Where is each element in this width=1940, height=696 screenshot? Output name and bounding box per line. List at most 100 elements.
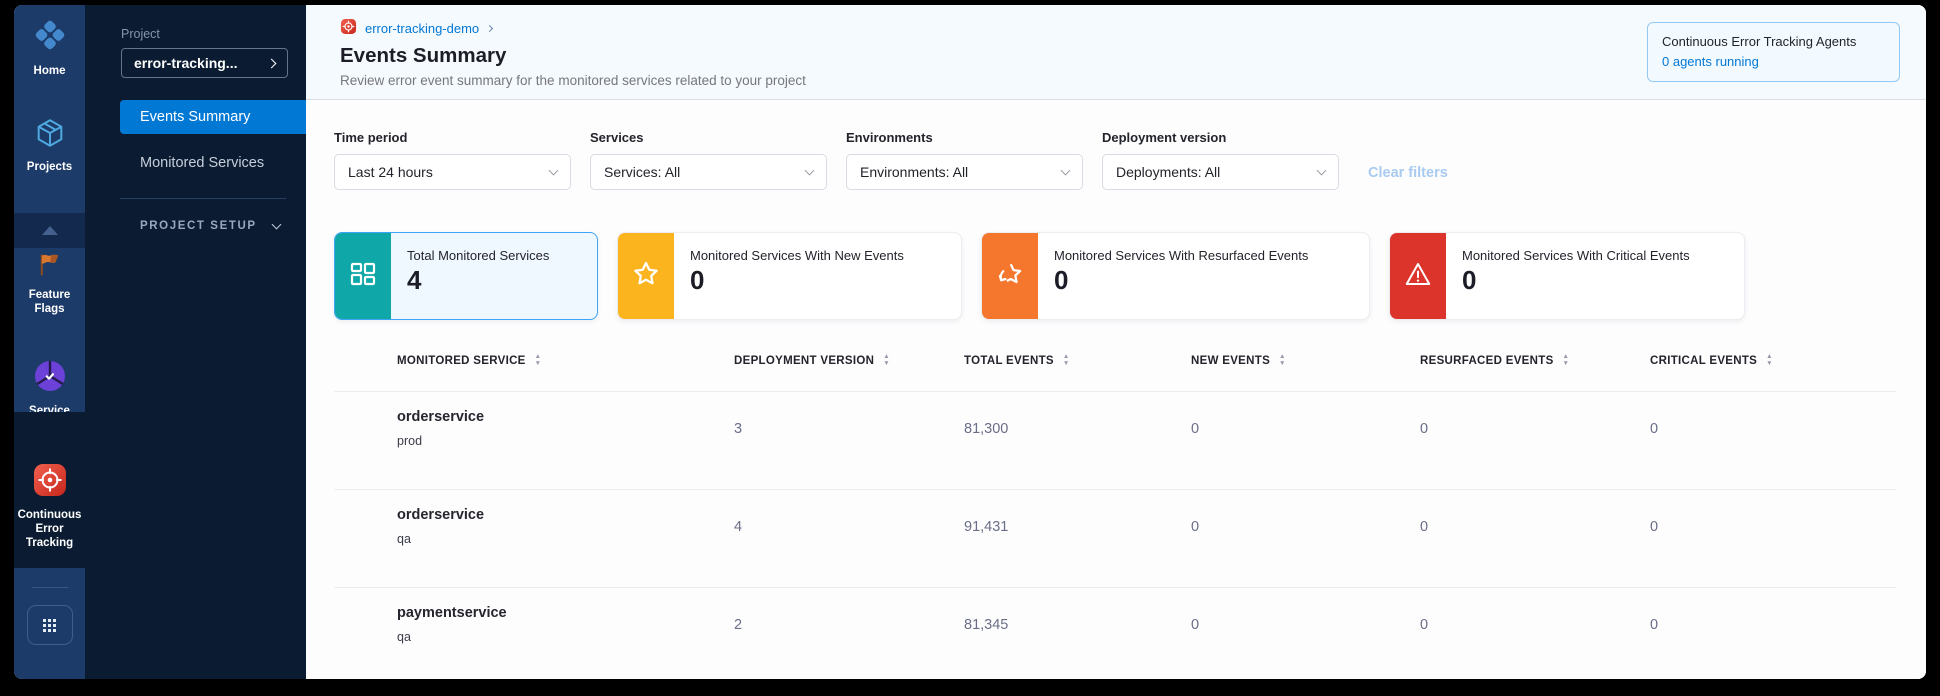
- total-events-cell: 91,431: [964, 519, 1009, 535]
- breadcrumb: error-tracking-demo: [340, 18, 1926, 38]
- deployment-version-cell: 3: [734, 421, 743, 437]
- sort-icon[interactable]: ▲ ▼: [1562, 353, 1570, 367]
- sidebar-item-events-summary[interactable]: Events Summary: [120, 100, 306, 134]
- project-setup-toggle[interactable]: PROJECT SETUP: [140, 219, 306, 232]
- nav-home[interactable]: Home: [14, 16, 85, 78]
- col-critical-events: CRITICAL EVENTS ▲ ▼: [1650, 353, 1773, 367]
- apps-grid-button[interactable]: [26, 605, 73, 645]
- clear-filters-link[interactable]: Clear filters: [1368, 165, 1448, 181]
- sort-icon[interactable]: ▲ ▼: [1062, 353, 1070, 367]
- breadcrumb-project-link[interactable]: error-tracking-demo: [365, 20, 480, 36]
- page-header: error-tracking-demo Events Summary Revie…: [306, 5, 1926, 100]
- dropdown-value: Deployments: All: [1116, 164, 1221, 180]
- apps-grid-icon: [43, 618, 56, 632]
- service-environment: prod: [397, 434, 423, 448]
- critical-events-cell: 0: [1650, 519, 1659, 535]
- filter-environments: Environments Environments: All: [846, 130, 1083, 190]
- time-period-dropdown[interactable]: Last 24 hours: [334, 154, 571, 190]
- environments-dropdown[interactable]: Environments: All: [846, 154, 1083, 190]
- agents-card: Continuous Error Tracking Agents 0 agent…: [1647, 22, 1900, 82]
- filter-label: Environments: [846, 130, 933, 145]
- table-row[interactable]: orderservice prod 3 81,300 0 0 0: [334, 391, 1896, 489]
- agents-card-title: Continuous Error Tracking Agents: [1662, 34, 1857, 49]
- page-title: Events Summary: [340, 44, 507, 67]
- filter-label: Services: [590, 130, 644, 145]
- sidebar-divider: [120, 198, 286, 199]
- col-deployment-version: DEPLOYMENT VERSION ▲ ▼: [734, 353, 890, 367]
- services-dropdown[interactable]: Services: All: [590, 154, 827, 190]
- chevron-down-icon: [1060, 165, 1071, 176]
- card-body: Monitored Services With Critical Events …: [1446, 233, 1706, 319]
- service-name: orderservice: [397, 507, 485, 523]
- chevron-right-icon: [486, 24, 494, 32]
- card-label: Monitored Services With Critical Events: [1462, 248, 1690, 263]
- sort-icon[interactable]: ▲ ▼: [883, 353, 890, 367]
- dropdown-value: Environments: All: [860, 164, 969, 180]
- card-label: Total Monitored Services: [407, 248, 550, 263]
- warning-triangle-icon: [1403, 259, 1433, 294]
- projects-icon: [33, 116, 67, 155]
- col-monitored-service: MONITORED SERVICE ▲ ▼: [397, 353, 542, 367]
- table-row[interactable]: orderservice qa 4 91,431 0 0 0: [334, 489, 1896, 587]
- col-resurfaced-events: RESURFACED EVENTS ▲ ▼: [1420, 353, 1570, 367]
- service-cell: orderservice qa: [397, 490, 734, 587]
- error-tracking-icon: [32, 462, 68, 503]
- table-row[interactable]: paymentservice qa 2 81,345 0 0 0: [334, 587, 1896, 679]
- sort-icon[interactable]: ▲ ▼: [1279, 353, 1286, 367]
- nav-projects-label: Projects: [26, 161, 73, 173]
- error-tracking-breadcrumb-icon: [340, 18, 357, 38]
- filters-bar: Time period Last 24 hours Services Servi…: [334, 130, 1896, 190]
- chevron-down-icon: [548, 165, 559, 176]
- deployment-version-cell: 4: [734, 519, 743, 535]
- filter-label: Time period: [334, 130, 408, 145]
- nav-home-label: Home: [33, 65, 66, 77]
- module-rail: Home Projects Feature Flags: [14, 5, 85, 679]
- service-environment: qa: [397, 532, 411, 546]
- agents-running-link[interactable]: 0 agents running: [1662, 54, 1759, 69]
- rail-scroll-up[interactable]: [14, 213, 85, 248]
- filter-time-period: Time period Last 24 hours: [334, 130, 571, 190]
- filter-label: Deployment version: [1102, 130, 1227, 145]
- card-critical-events[interactable]: Monitored Services With Critical Events …: [1389, 232, 1745, 320]
- deployments-dropdown[interactable]: Deployments: All: [1102, 154, 1339, 190]
- nav-cet-label: Continuous Error Tracking: [17, 509, 82, 549]
- card-accent: [618, 233, 674, 319]
- summary-cards: Total Monitored Services 4 Monitored Ser…: [334, 232, 1896, 320]
- card-value: 0: [690, 265, 705, 295]
- sort-icon[interactable]: ▲ ▼: [534, 353, 542, 367]
- filter-services: Services Services: All: [590, 130, 827, 190]
- events-table: MONITORED SERVICE ▲ ▼ DEPLOYMENT VERSION ▲ ▼…: [334, 353, 1896, 679]
- service-name: orderservice: [397, 409, 485, 425]
- sidebar-item-label: Monitored Services: [140, 155, 265, 171]
- chevron-down-icon: [1316, 165, 1327, 176]
- table-header: MONITORED SERVICE ▲ ▼ DEPLOYMENT VERSION ▲ ▼…: [334, 353, 1896, 367]
- nav-feature-flags-label: Feature Flags: [28, 289, 71, 315]
- sidebar-item-label: Events Summary: [140, 109, 251, 125]
- feature-flags-icon: [35, 250, 65, 283]
- page-subtitle: Review error event summary for the monit…: [340, 73, 806, 88]
- home-icon: [31, 16, 69, 59]
- filter-deployment-version: Deployment version Deployments: All: [1102, 130, 1339, 190]
- chevron-right-icon: [266, 58, 277, 68]
- card-accent: [982, 233, 1038, 319]
- sidebar-item-monitored-services[interactable]: Monitored Services: [85, 146, 306, 180]
- card-body: Monitored Services With Resurfaced Event…: [1038, 233, 1324, 319]
- nav-feature-flags[interactable]: Feature Flags: [14, 250, 85, 316]
- new-events-cell: 0: [1191, 519, 1200, 535]
- rail-bottom-section: [14, 568, 85, 679]
- service-environment: qa: [397, 630, 411, 644]
- content-area: Time period Last 24 hours Services Servi…: [306, 100, 1926, 679]
- card-resurfaced-events[interactable]: Monitored Services With Resurfaced Event…: [981, 232, 1370, 320]
- project-setup-label: PROJECT SETUP: [140, 220, 257, 232]
- nav-continuous-error-tracking[interactable]: Continuous Error Tracking: [14, 462, 85, 550]
- nav-projects[interactable]: Projects: [14, 116, 85, 174]
- service-cell: paymentservice qa: [397, 588, 734, 679]
- sort-icon[interactable]: ▲ ▼: [1766, 353, 1773, 367]
- card-value: 4: [407, 265, 422, 295]
- dashboard-grid-icon: [348, 259, 378, 294]
- card-total-monitored-services[interactable]: Total Monitored Services 4: [334, 232, 598, 320]
- card-label: Monitored Services With Resurfaced Event…: [1054, 248, 1309, 263]
- project-selector[interactable]: error-tracking...: [121, 48, 288, 78]
- card-new-events[interactable]: Monitored Services With New Events 0: [617, 232, 962, 320]
- dropdown-value: Last 24 hours: [348, 164, 433, 180]
